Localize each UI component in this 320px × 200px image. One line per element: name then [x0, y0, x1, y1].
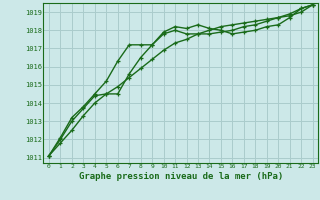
X-axis label: Graphe pression niveau de la mer (hPa): Graphe pression niveau de la mer (hPa) — [79, 172, 283, 181]
